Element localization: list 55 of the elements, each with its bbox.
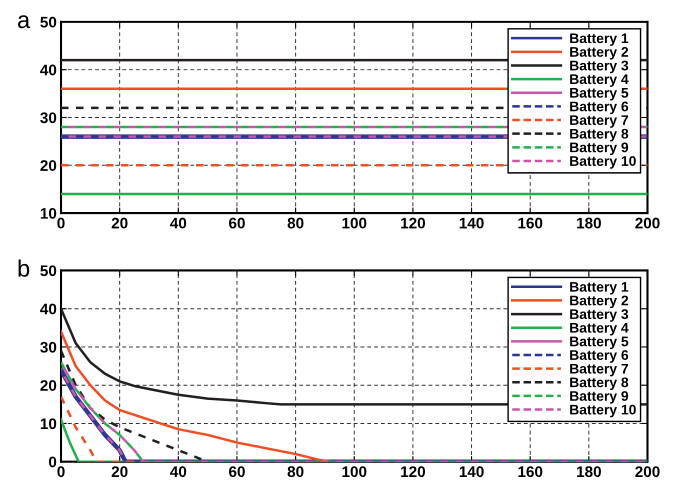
legend-label: Battery 8	[570, 377, 628, 390]
x-tick-label: 0	[57, 466, 65, 478]
legend-label: Battery 9	[570, 142, 628, 156]
x-tick-label: 140	[460, 218, 484, 228]
legend-label: Battery 5	[570, 88, 628, 100]
x-tick-label: 120	[401, 466, 426, 478]
x-tick-label: 20	[112, 218, 128, 228]
y-tick-label: 40	[40, 64, 56, 76]
legend-label: Battery 2	[570, 296, 628, 308]
x-tick-label: 200	[635, 218, 660, 228]
y-tick-label: 10	[40, 208, 56, 219]
x-tick-label: 180	[577, 218, 601, 228]
y-tick-label: 50	[40, 265, 56, 276]
legend-label: Battery 7	[570, 115, 628, 128]
legend-label: Battery 10	[570, 404, 636, 418]
chart-title: a	[18, 15, 30, 28]
y-tick-label: 30	[40, 342, 56, 353]
x-tick-label: 80	[288, 466, 304, 478]
legend-label: Battery 4	[570, 323, 629, 336]
x-tick-label: 160	[518, 466, 542, 478]
legend-label: Battery 6	[570, 350, 628, 363]
legend-label: Battery 5	[570, 336, 628, 350]
x-tick-label: 40	[170, 466, 186, 478]
y-tick-label: 30	[40, 112, 56, 124]
y-tick-label: 40	[40, 304, 56, 314]
legend-label: Battery 1	[570, 33, 628, 46]
x-tick-label: 60	[229, 466, 245, 478]
x-tick-label: 100	[342, 218, 366, 228]
legend-label: Battery 7	[570, 364, 628, 376]
legend-label: Battery 10	[570, 156, 636, 169]
legend-label: Battery 2	[570, 46, 628, 60]
x-tick-label: 40	[170, 218, 186, 228]
x-tick-label: 80	[288, 218, 304, 228]
x-tick-label: 120	[401, 218, 426, 228]
x-tick-label: 160	[518, 218, 542, 228]
legend-label: Battery 3	[570, 309, 628, 322]
x-tick-label: 140	[460, 466, 484, 478]
chart-title: b	[18, 259, 30, 277]
legend-label: Battery 9	[570, 391, 628, 404]
legend-label: Battery 1	[570, 282, 628, 295]
legend-label: Battery 6	[570, 102, 628, 114]
legend-label: Battery 4	[570, 74, 629, 87]
y-tick-label: 50	[40, 16, 56, 28]
legend-label: Battery 3	[570, 60, 628, 74]
y-tick-label: 10	[40, 418, 56, 430]
x-tick-label: 180	[577, 466, 601, 478]
x-tick-label: 20	[112, 466, 128, 478]
y-tick-label: 20	[40, 160, 56, 171]
x-tick-label: 200	[635, 466, 660, 478]
legend-label: Battery 8	[570, 128, 628, 142]
x-tick-label: 0	[57, 218, 65, 228]
y-tick-label: 20	[40, 380, 56, 391]
x-tick-label: 60	[229, 218, 245, 228]
x-tick-label: 100	[342, 466, 366, 478]
y-tick-label: 0	[48, 456, 56, 468]
